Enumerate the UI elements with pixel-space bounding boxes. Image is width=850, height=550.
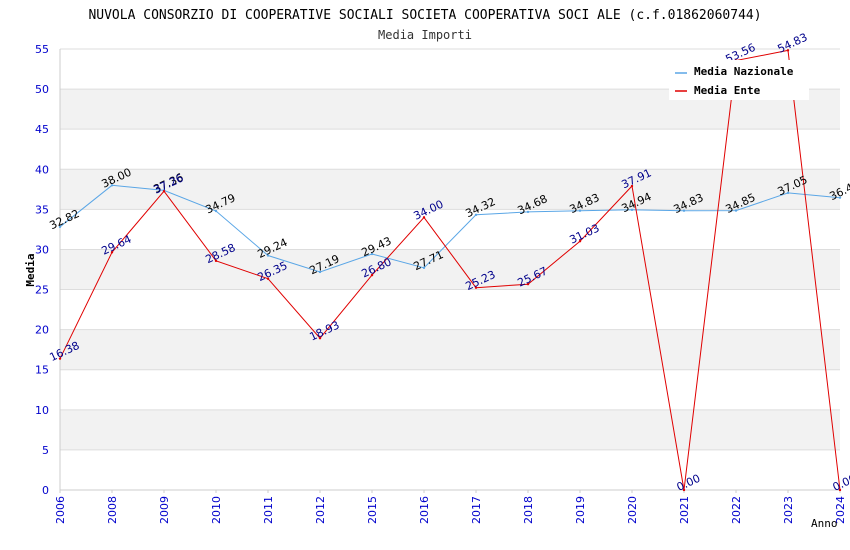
x-tick-label: 2016 <box>418 496 431 524</box>
y-tick-labels: 0 5 10 15 20 25 30 35 40 45 50 55 <box>35 43 49 497</box>
y-tick-label: 55 <box>35 43 49 56</box>
y-tick-label: 0 <box>42 484 49 497</box>
data-point <box>474 286 478 289</box>
y-tick-label: 5 <box>42 444 49 457</box>
data-point <box>682 488 686 492</box>
data-point <box>110 184 114 187</box>
data-point <box>682 209 686 212</box>
data-label: 32.82 <box>47 207 81 232</box>
chart-title: NUVOLA CONSORZIO DI COOPERATIVE SOCIALI … <box>88 8 761 23</box>
plot-band <box>60 409 840 450</box>
chart-subtitle: Media Importi <box>378 28 472 42</box>
data-point <box>578 209 582 212</box>
series-line-media-nazionale <box>59 184 841 273</box>
data-point <box>838 488 842 492</box>
data-point <box>630 184 634 188</box>
x-tick-label: 2018 <box>522 496 535 524</box>
data-point <box>422 216 426 219</box>
plot-bands <box>60 89 840 450</box>
data-point <box>526 282 530 286</box>
y-tick-label: 30 <box>35 243 49 256</box>
plot-band <box>60 249 840 290</box>
y-axis-title: Media <box>24 253 37 286</box>
data-point <box>214 259 218 263</box>
x-tick-label: 2015 <box>366 496 379 524</box>
data-point <box>58 225 62 229</box>
data-point <box>370 252 374 256</box>
y-tick-label: 35 <box>35 203 49 216</box>
data-label: 54.83 <box>775 31 809 56</box>
legend: Media Nazionale Media Ente <box>669 60 809 100</box>
data-point <box>786 49 790 52</box>
data-point <box>214 209 218 213</box>
data-point <box>162 190 166 193</box>
legend-box <box>669 60 809 100</box>
x-tick-label: 2023 <box>782 496 795 524</box>
data-point <box>266 254 270 257</box>
data-point <box>838 196 842 199</box>
data-point <box>630 208 634 212</box>
y-tick-label: 25 <box>35 284 49 297</box>
x-tick-label: 2020 <box>626 496 639 524</box>
x-axis-title: Anno <box>811 517 838 530</box>
y-tick-label: 45 <box>35 123 49 136</box>
x-tick-label: 2017 <box>470 496 483 524</box>
x-tick-label: 2010 <box>210 496 223 524</box>
x-tick-label: 2008 <box>106 496 119 524</box>
data-label: 0.00 <box>675 472 703 494</box>
x-tick-label: 2006 <box>54 496 67 524</box>
data-label: 31.03 <box>567 221 601 246</box>
series-layer <box>58 49 842 492</box>
legend-label-media-ente: Media Ente <box>694 84 761 97</box>
y-tick-label: 40 <box>35 163 49 176</box>
series-line-media-ente <box>59 49 841 491</box>
data-point <box>734 209 738 212</box>
legend-label-media-nazionale: Media Nazionale <box>694 65 794 78</box>
x-tick-label: 2012 <box>314 496 327 524</box>
x-tick-label: 2024 <box>834 496 847 524</box>
data-point <box>526 210 530 214</box>
data-point <box>370 273 374 277</box>
x-tick-label: 2011 <box>262 496 275 524</box>
data-point <box>110 251 114 254</box>
data-point <box>422 266 426 270</box>
data-point <box>318 337 322 340</box>
plot-band <box>60 169 840 210</box>
data-point <box>266 277 270 280</box>
grid-lines <box>59 48 841 493</box>
y-tick-label: 15 <box>35 364 49 377</box>
y-tick-label: 50 <box>35 83 49 96</box>
plot-band <box>60 329 840 370</box>
data-label: 0.00 <box>831 472 850 494</box>
x-tick-label: 2022 <box>730 496 743 524</box>
x-tick-labels: 2006 2008 2009 2010 2011 2012 2015 2016 2017 2018… <box>54 496 847 524</box>
data-point <box>58 357 62 360</box>
x-tick-label: 2019 <box>574 496 587 524</box>
data-point <box>786 191 790 195</box>
data-point <box>474 213 478 217</box>
x-tick-label: 2021 <box>678 496 691 524</box>
x-tick-label: 2009 <box>158 496 171 524</box>
data-point <box>578 239 582 243</box>
y-tick-label: 10 <box>35 404 49 417</box>
y-tick-label: 20 <box>35 324 49 337</box>
data-point <box>318 270 322 274</box>
